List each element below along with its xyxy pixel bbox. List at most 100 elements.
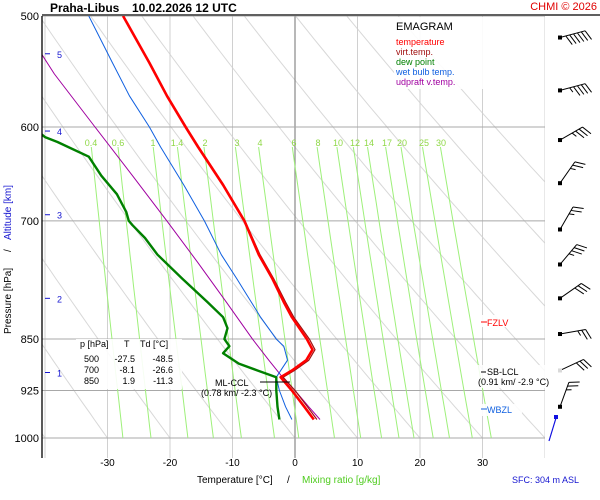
wind-barb xyxy=(558,206,584,232)
barb-half-feather xyxy=(569,87,574,93)
pressure-tick-label: 850 xyxy=(21,334,39,346)
barb-station-dot xyxy=(558,35,562,40)
barb-staff xyxy=(559,206,574,230)
temperature-tick-label: 0 xyxy=(292,458,298,469)
dry-adiabat xyxy=(295,16,545,307)
station-title: Praha-Libus xyxy=(50,1,120,15)
mixing-ratio-line xyxy=(90,146,124,439)
altitude-tick-label: 4 xyxy=(57,127,62,137)
barb-feather xyxy=(569,34,577,44)
table-cell: -8.1 xyxy=(119,365,135,375)
mixing-ratio-label: 1 xyxy=(150,138,155,148)
dry-adiabat xyxy=(42,95,296,439)
barb-feather xyxy=(581,329,588,340)
wbzl-box xyxy=(480,404,522,416)
table-cell: -26.6 xyxy=(152,365,173,375)
barb-half-feather xyxy=(571,132,577,137)
barb-feather xyxy=(576,85,585,95)
temperature-tick-label: -10 xyxy=(225,458,240,469)
mixing-ratio-line xyxy=(352,146,400,439)
barb-feather xyxy=(574,161,586,165)
table-cell: 850 xyxy=(84,376,99,386)
mixing-ratio-label: 3 xyxy=(234,138,239,148)
dry-adiabat xyxy=(141,16,483,439)
temperature-tick-label: -20 xyxy=(163,458,178,469)
barb-feather xyxy=(580,31,589,41)
dry-adiabat xyxy=(346,16,545,244)
wind-barb xyxy=(558,126,592,143)
sb-lcl-label: SB-LCL xyxy=(487,367,519,377)
legend-item-dew-point: dew point xyxy=(396,57,435,67)
barb-station-dot xyxy=(558,88,562,93)
mixing-ratio-label: 14 xyxy=(364,138,374,148)
barb-feather xyxy=(575,362,585,371)
barb-feather xyxy=(573,247,585,252)
wind-barb xyxy=(558,282,591,301)
barb-feather xyxy=(580,84,589,94)
barb-feather xyxy=(582,126,592,135)
dry-adiabat xyxy=(90,16,421,439)
table-cell: 700 xyxy=(84,365,99,375)
grid xyxy=(42,16,545,458)
barb-staff xyxy=(559,126,583,141)
temperature-tick-label: 20 xyxy=(414,458,426,469)
legend-box xyxy=(394,17,502,89)
barb-staff xyxy=(559,329,586,335)
barb-feather xyxy=(577,285,588,293)
temperature-tick-label: 30 xyxy=(477,458,489,469)
barb-half-feather xyxy=(570,167,576,171)
table-cell: -27.5 xyxy=(114,354,135,364)
mixing-ratio-label: 25 xyxy=(419,138,429,148)
barb-feather xyxy=(583,359,592,368)
altitude-tick-label: 2 xyxy=(57,294,62,304)
barb-staff xyxy=(559,30,586,39)
barb-feather xyxy=(571,250,582,255)
barb-half-feather xyxy=(568,213,575,216)
series-dew-point xyxy=(42,133,281,420)
barb-staff xyxy=(559,161,576,184)
mixing-ratio-label: 1.4 xyxy=(171,138,184,148)
ml-ccl-label: ML-CCL xyxy=(215,378,249,388)
mixing-ratio-label: 4 xyxy=(257,138,262,148)
mixing-ratio-label: 20 xyxy=(397,138,407,148)
ml-ccl-detail: (0.78 km/ -2.3 °C) xyxy=(201,388,272,398)
mixing-ratio-line xyxy=(258,146,300,439)
barb-feather xyxy=(565,35,573,45)
pressure-tick-label: 1000 xyxy=(15,433,39,445)
barb-station-dot xyxy=(558,227,562,232)
datetime-title: 10.02.2026 12 UTC xyxy=(132,1,237,15)
x-axis-separator: / xyxy=(287,475,290,486)
mixing-ratio-line xyxy=(422,146,473,439)
axes: 0.4 0.6 1 1.4 2 3 4 6 8 10 12 14 17 20 25 3050060070085… xyxy=(15,11,600,469)
mixing-ratio-line xyxy=(234,146,275,439)
dry-adiabat xyxy=(42,343,108,439)
y-axis-separator: / xyxy=(3,249,14,252)
copyright: CHMI © 2026 xyxy=(530,1,597,13)
fzlv-label: FZLV xyxy=(487,318,508,328)
mixing-ratio-label: 10 xyxy=(333,138,343,148)
surface-wind-staff xyxy=(548,417,557,442)
x-axis-label-temp: Temperature [°C] xyxy=(197,475,273,486)
temperature-tick-label: -30 xyxy=(100,458,115,469)
barb-staff xyxy=(559,283,582,299)
x-axis-label-mixing: Mixing ratio [g/kg] xyxy=(302,475,381,486)
legend-item-temperature: temperature xyxy=(396,37,445,47)
dry-adiabat xyxy=(42,174,233,439)
barb-station-dot xyxy=(558,404,562,409)
mixing-ratio-line xyxy=(316,146,362,439)
mixing-ratio-line xyxy=(439,146,492,439)
barb-staff xyxy=(559,244,578,265)
wind-barbs xyxy=(548,30,592,442)
y-axis-label-pressure: Pressure [hPa] xyxy=(3,268,14,334)
mixing-ratio-line xyxy=(291,146,335,439)
barb-staff xyxy=(559,359,584,371)
mixing-ratio-label: 0.4 xyxy=(85,138,98,148)
pressure-tick-label: 925 xyxy=(21,386,39,398)
mixing-ratio-line xyxy=(176,146,214,439)
dry-adiabat xyxy=(243,16,545,372)
surface-height: SFC: 304 m ASL xyxy=(512,475,579,485)
barb-feather xyxy=(572,164,584,169)
pressure-tick-label: 700 xyxy=(21,216,39,228)
legend-item-updraft: udpraft v.temp. xyxy=(396,77,455,87)
